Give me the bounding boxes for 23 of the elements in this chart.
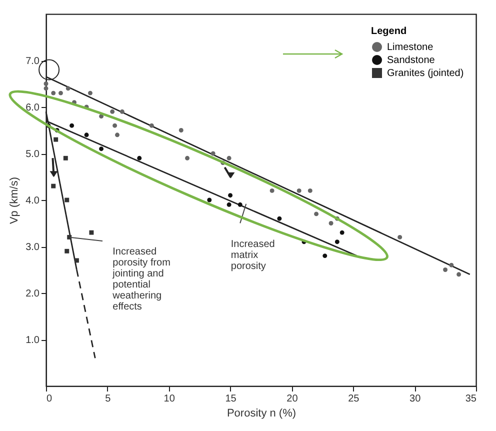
y-tick-label: 5.0 (26, 149, 40, 160)
y-tick-label: 4.0 (26, 196, 40, 206)
x-tick-label: 10 (164, 394, 176, 404)
y-tick-label: 7.0 (26, 56, 40, 67)
x-tick-label: 15 (225, 394, 237, 404)
x-tick-label: 25 (348, 394, 360, 404)
y-tick-label: 1.0 (26, 335, 40, 346)
annotation: Increased porosity from jointing and potential weathering effects (112, 246, 170, 312)
x-tick-label: 35 (465, 394, 477, 404)
legend-title: Legend (371, 26, 407, 37)
x-axis-title: Porosity n (%) (226, 408, 296, 420)
x-tick-label: 30 (410, 394, 422, 404)
legend-label: Granites (jointed) (387, 68, 464, 79)
y-axis-title: Vp (km/s) (8, 176, 21, 224)
x-tick-label: 0 (46, 394, 52, 404)
y-tick-label: 2.0 (26, 288, 40, 300)
x-tick-label: 20 (286, 394, 298, 404)
y-tick-label: 6.0 (26, 102, 40, 114)
x-tick-label: 5 (105, 394, 112, 404)
annotation: Increased matrix porosity (230, 239, 275, 272)
y-tick-label: 3.0 (26, 242, 40, 253)
legend-label: Sandstone (387, 55, 436, 66)
legend-label: Limestone (387, 42, 434, 53)
